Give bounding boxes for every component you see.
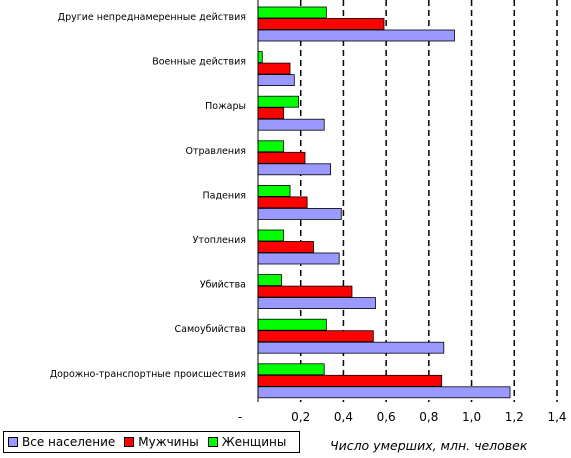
bar <box>257 374 443 387</box>
category-label: Другие непреднамеренные действия <box>58 12 246 23</box>
tick-label: 0,4 <box>334 410 353 424</box>
bar <box>257 297 376 310</box>
bar <box>257 140 285 153</box>
bar <box>257 386 511 399</box>
legend-label-men: Мужчины <box>138 435 199 449</box>
bar <box>257 74 295 86</box>
legend-swatch-men <box>124 437 135 447</box>
bar <box>257 196 308 209</box>
bar <box>257 341 445 354</box>
x-axis-label: Число умерших, млн. человек <box>330 438 528 453</box>
bar <box>257 318 327 331</box>
bar <box>257 330 374 343</box>
tick-label: 0,8 <box>419 410 438 424</box>
tick-label: 1,2 <box>505 410 524 424</box>
bar <box>257 107 285 120</box>
category-label: Военные действия <box>152 57 246 68</box>
legend-label-women: Женщины <box>221 435 287 449</box>
legend-item-women: Женщины <box>207 435 287 449</box>
bar <box>257 95 299 108</box>
bar <box>257 6 327 19</box>
legend-swatch-women <box>207 437 218 447</box>
bar <box>257 18 385 30</box>
bar <box>257 241 314 253</box>
bar <box>257 51 263 63</box>
legend-swatch-all <box>8 437 18 447</box>
category-label: Пожары <box>205 101 246 112</box>
tick-label: 1,0 <box>462 410 481 424</box>
tick-label: 0,6 <box>377 410 396 424</box>
category-label: Падения <box>203 190 246 201</box>
tick-label: 0,2 <box>291 410 310 424</box>
category-label: Утопления <box>193 235 246 246</box>
bar <box>257 151 306 164</box>
tick-label: - <box>238 410 242 424</box>
bar <box>257 229 285 242</box>
bar <box>257 62 291 75</box>
bar <box>257 363 325 376</box>
bar <box>257 274 282 287</box>
bar <box>257 118 325 131</box>
bar <box>257 285 353 298</box>
legend-label-all: Все население <box>22 435 116 449</box>
category-label: Отравления <box>186 146 246 157</box>
legend: Все население Мужчины Женщины <box>3 431 300 453</box>
category-label: Убийства <box>200 280 246 291</box>
bar <box>257 163 332 176</box>
legend-item-men: Мужчины <box>124 435 199 449</box>
bar <box>257 252 340 265</box>
legend-item-all: Все население <box>8 435 115 449</box>
bar <box>257 29 455 42</box>
tick-label: 1,4 <box>547 410 566 424</box>
category-label: Дорожно-транспортные происшествия <box>50 369 246 380</box>
category-label: Самоубийства <box>175 324 246 335</box>
bar <box>257 207 342 220</box>
bar <box>257 184 291 197</box>
